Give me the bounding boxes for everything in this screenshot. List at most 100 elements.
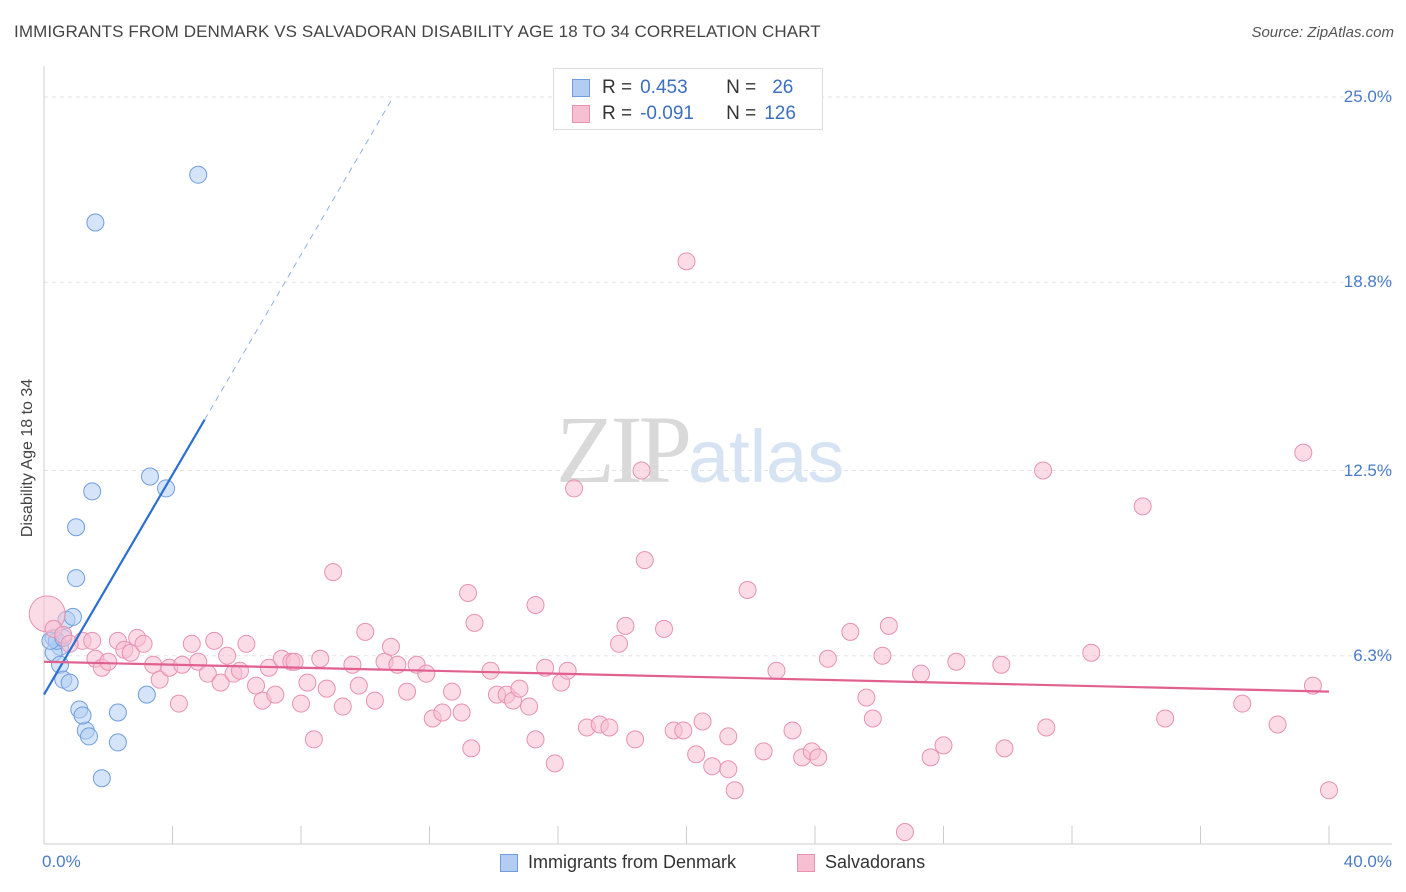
denmark-point	[189, 165, 208, 184]
salvadoran-point	[99, 652, 118, 671]
salvadoran-point	[218, 646, 237, 665]
salvadoran-point	[1037, 718, 1056, 737]
salvadoran-point	[1268, 715, 1287, 734]
legend-n-label: N =	[726, 103, 757, 124]
salvadoran-point	[266, 685, 285, 704]
salvadoran-point	[452, 703, 471, 722]
salvadoran-point	[247, 676, 266, 695]
denmark-trend-line	[43, 419, 206, 696]
salvadoran-point	[324, 563, 343, 582]
salvadoran-point	[674, 721, 693, 740]
salvadoran-point	[841, 622, 860, 641]
y-tick-label-0: 6.3%	[1353, 645, 1392, 665]
salvadoran-point	[134, 634, 153, 653]
salvadoran-point	[182, 634, 201, 653]
salvadoran-point	[818, 649, 837, 668]
bottom-legend-swatch-salvadorans	[797, 853, 815, 872]
salvadoran-point	[298, 673, 317, 692]
salvadoran-point	[526, 595, 545, 614]
salvadoran-point	[311, 649, 330, 668]
denmark-point	[67, 518, 86, 537]
salvadoran-point	[719, 760, 738, 779]
salvadoran-point	[510, 679, 529, 698]
salvadoran-point	[150, 670, 169, 689]
salvadoran-point	[693, 712, 712, 731]
legend-n-label: N =	[726, 77, 757, 98]
legend-row-salvadorans: R = -0.091 N = 126	[572, 103, 796, 125]
salvadoran-point	[1082, 643, 1101, 662]
y-tick-label-2: 18.8%	[1343, 272, 1392, 292]
denmark-trend-extension	[204, 100, 392, 420]
salvadoran-point	[719, 727, 738, 746]
denmark-point	[141, 467, 160, 486]
salvadoran-point	[921, 748, 940, 767]
denmark-point	[79, 727, 98, 746]
salvadoran-point	[725, 781, 744, 800]
salvadoran-point	[767, 661, 786, 680]
legend-n-value-denmark: 26	[772, 77, 794, 98]
salvadoran-point	[1303, 676, 1322, 695]
y-tick-label-3: 25.0%	[1343, 87, 1392, 106]
salvadoran-point	[1034, 461, 1053, 480]
legend-swatch-salvadorans	[572, 105, 590, 123]
salvadoran-point	[626, 730, 645, 749]
salvadoran-point	[863, 709, 882, 728]
legend-swatch-denmark	[572, 79, 590, 97]
salvadoran-point	[1320, 781, 1338, 800]
salvadoran-point	[1133, 497, 1152, 516]
salvadoran-point	[211, 673, 230, 692]
salvadoran-point	[995, 739, 1014, 758]
y-tick-label-1: 12.5%	[1343, 460, 1392, 480]
salvadoran-point	[333, 697, 352, 716]
salvadoran-point	[237, 634, 256, 653]
salvadoran-point	[895, 823, 914, 842]
salvadoran-point	[738, 581, 757, 600]
salvadoran-point	[365, 691, 384, 710]
salvadoran-point	[417, 664, 436, 683]
salvadoran-point	[317, 679, 336, 698]
salvadoran-point	[809, 748, 828, 767]
source-label: Source: ZipAtlas.com	[1251, 24, 1394, 41]
salvadoran-point	[292, 694, 310, 713]
legend-r-value-salvadorans: -0.091	[640, 103, 694, 124]
salvadoran-point	[754, 742, 773, 761]
denmark-point	[108, 703, 127, 722]
axes	[43, 66, 1392, 845]
salvadoran-point	[304, 730, 323, 749]
correlation-legend: R = 0.453 N = 26 R = -0.091 N = 126	[553, 68, 823, 130]
denmark-point	[63, 607, 82, 626]
salvadoran-point	[459, 584, 478, 603]
salvadoran-point	[610, 634, 629, 653]
denmark-point	[73, 706, 92, 725]
denmark-point	[60, 673, 79, 692]
salvadoran-point	[83, 631, 102, 650]
chart-title: IMMIGRANTS FROM DENMARK VS SALVADORAN DI…	[14, 22, 821, 41]
legend-r-label: R =	[602, 103, 633, 124]
salvadoran-point	[356, 622, 375, 641]
legend-r-value-denmark: 0.453	[640, 77, 688, 98]
salvadoran-point	[343, 655, 362, 674]
salvadoran-point	[873, 646, 892, 665]
salvadoran-point	[947, 652, 966, 671]
salvadoran-point	[526, 730, 545, 749]
salvadoran-point	[462, 739, 481, 758]
salvadoran-point	[169, 694, 188, 713]
salvadoran-point	[879, 616, 898, 635]
salvadoran-point	[558, 661, 577, 680]
salvadoran-point	[635, 551, 654, 570]
watermark-atlas: atlas	[688, 415, 845, 498]
denmark-point	[137, 685, 156, 704]
salvadoran-point	[600, 718, 619, 737]
bottom-legend-label-denmark: Immigrants from Denmark	[528, 852, 737, 872]
x-tick-label-1: 40.0%	[1343, 852, 1392, 871]
salvadoran-point	[536, 658, 555, 677]
salvadoran-point	[442, 682, 461, 701]
trend-lines	[43, 100, 1330, 696]
bottom-legend-label-salvadorans: Salvadorans	[825, 852, 926, 872]
legend-row-denmark: R = 0.453 N = 26	[572, 77, 793, 99]
legend-n-value-salvadorans: 126	[764, 103, 796, 124]
salvadoran-point	[381, 637, 400, 656]
bottom-legend-denmark: Immigrants from Denmark	[500, 852, 736, 873]
y-axis-label: Disability Age 18 to 34	[19, 378, 36, 538]
